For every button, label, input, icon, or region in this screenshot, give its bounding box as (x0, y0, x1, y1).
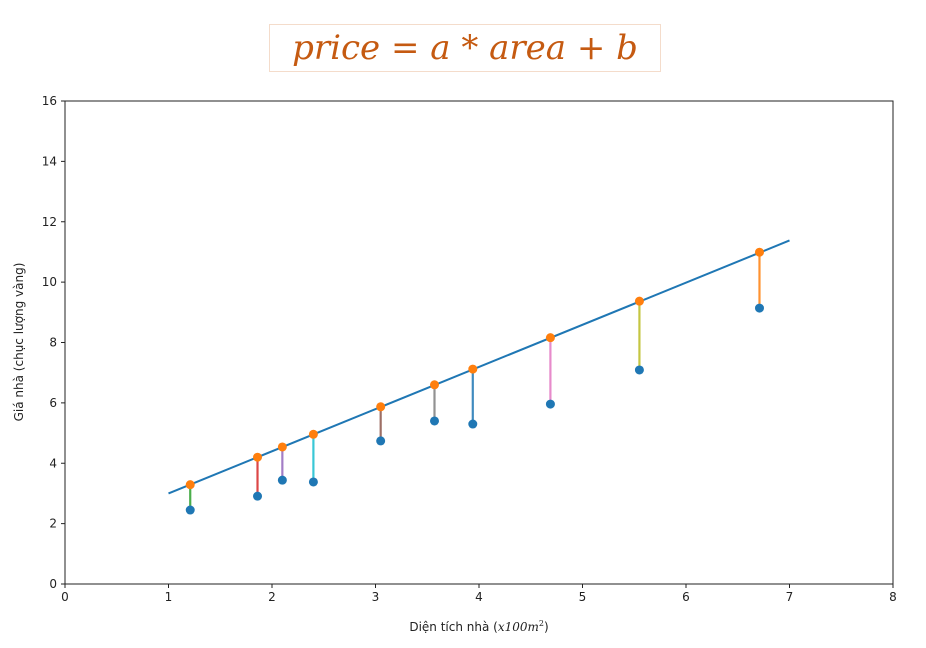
x-tick-label: 3 (372, 590, 380, 604)
y-tick-label: 10 (42, 275, 57, 289)
actual-point (253, 491, 263, 501)
predicted-point (429, 380, 439, 390)
y-tick-label: 14 (42, 154, 57, 168)
predicted-point (754, 247, 764, 257)
x-tick-label: 2 (268, 590, 276, 604)
x-tick-label: 7 (786, 590, 794, 604)
y-tick-label: 2 (49, 517, 57, 531)
x-tick-label: 4 (475, 590, 483, 604)
y-tick-label: 0 (49, 577, 57, 591)
predicted-point (376, 402, 386, 412)
predicted-point (185, 480, 195, 490)
actual-point (277, 475, 287, 485)
y-tick-label: 6 (49, 396, 57, 410)
y-axis-label: Giá nhà (chục lượng vàng) (12, 263, 26, 422)
predicted-point (468, 364, 478, 374)
actual-point (545, 399, 555, 409)
actual-point (308, 477, 318, 487)
actual-point (634, 365, 644, 375)
y-tick-label: 12 (42, 215, 57, 229)
x-tick-label: 1 (165, 590, 173, 604)
y-tick-label: 8 (49, 336, 57, 350)
x-tick-label: 5 (579, 590, 587, 604)
x-tick-label: 8 (889, 590, 897, 604)
actual-point (754, 303, 764, 313)
x-axis-label: Diện tích nhà (x100m2) (409, 619, 548, 634)
predicted-point (277, 442, 287, 452)
x-tick-label: 6 (682, 590, 690, 604)
regression-line (168, 239, 790, 495)
predicted-point (545, 333, 555, 343)
predicted-point (253, 452, 263, 462)
actual-point (376, 436, 386, 446)
y-tick-label: 16 (42, 94, 57, 108)
actual-point (429, 416, 439, 426)
predicted-point (634, 296, 644, 306)
x-tick-label: 0 (61, 590, 69, 604)
actual-point (468, 419, 478, 429)
actual-point (185, 505, 195, 515)
chart-title-formula: price = a * area + b (269, 24, 661, 72)
predicted-point (308, 429, 318, 439)
y-tick-label: 4 (49, 456, 57, 470)
